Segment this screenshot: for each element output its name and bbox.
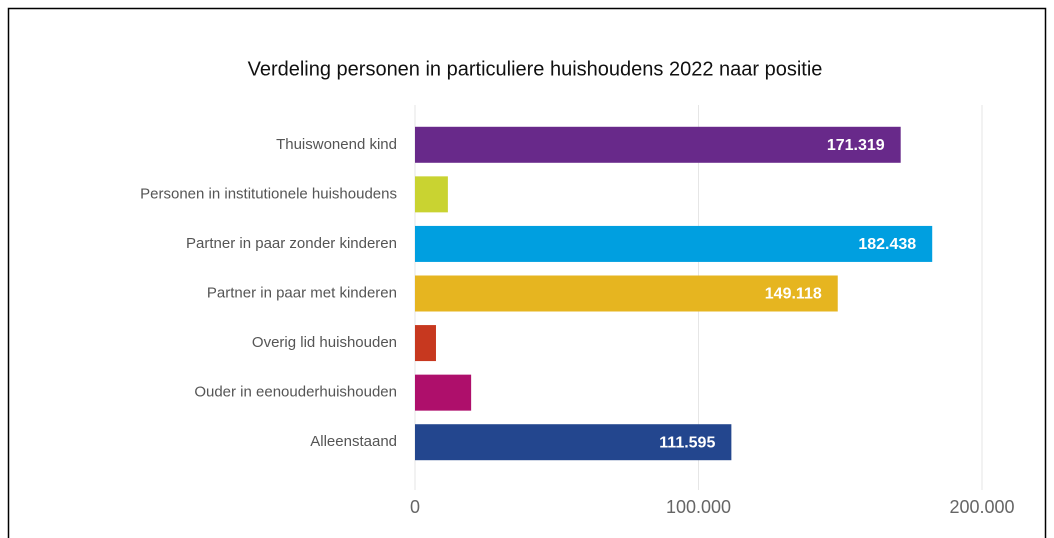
value-label: 171.319	[827, 137, 885, 154]
x-tick-label: 0	[410, 497, 420, 517]
bar	[415, 126, 901, 163]
y-tick-label: Partner in paar zonder kinderen	[186, 235, 397, 252]
chart-title: Verdeling personen in particuliere huish…	[248, 58, 823, 80]
value-label: 149.118	[765, 286, 822, 303]
y-tick-label: Alleenstaand	[310, 433, 397, 450]
y-tick-label: Overig lid huishouden	[252, 334, 397, 351]
y-tick-label: Thuiswonend kind	[276, 136, 397, 153]
y-tick-label: Ouder in eenouderhuishouden	[194, 384, 397, 401]
bar	[415, 424, 732, 461]
bar	[415, 225, 933, 262]
y-tick-label: Partner in paar met kinderen	[207, 284, 397, 301]
y-tick-label: Personen in institutionele huishoudens	[140, 185, 397, 202]
bar	[415, 275, 838, 312]
bar	[415, 325, 436, 362]
value-label: 111.595	[659, 434, 715, 451]
value-label: 182.438	[858, 236, 916, 253]
bar	[415, 176, 448, 213]
bar	[415, 374, 472, 411]
x-tick-label: 100.000	[666, 497, 731, 517]
frame	[7, 7, 1047, 538]
x-tick-label: 200.000	[949, 497, 1014, 517]
